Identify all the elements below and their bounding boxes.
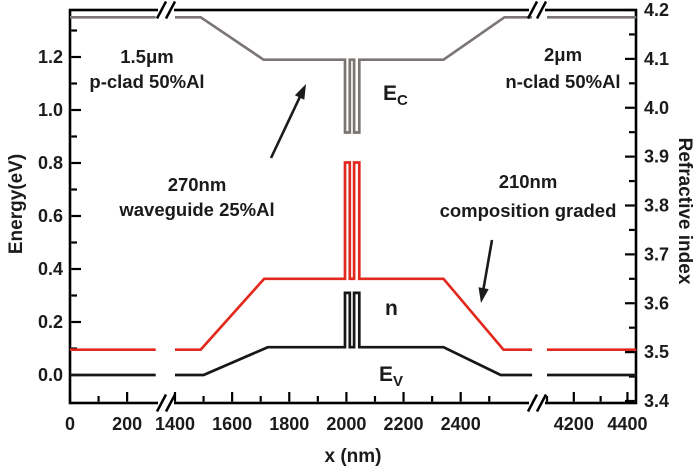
waveguide-arrow [269,84,306,159]
annotation-n-clad-line1: 2μm [544,44,582,65]
x-tick-label: 1400 [155,414,195,434]
graded-arrow-head-icon [478,287,489,303]
right-tick-label: 3.8 [644,196,669,216]
series-ev-line [175,291,533,377]
annotation-waveguide-line1: 270nm [168,174,227,195]
right-tick-label: 3.4 [644,391,669,411]
axis-break-slash-icon [535,393,548,413]
axis-break-slash-icon [164,393,177,413]
graded-arrow-shaft [481,239,494,292]
waveguide-arrow-shaft [269,94,303,159]
left-tick-label: 1.0 [38,100,63,120]
annotation-graded-line1: 210nm [499,171,558,192]
right-tick-label: 3.9 [644,147,669,167]
left-axis-title: Energy(eV) [6,153,27,255]
x-tick-label: 0 [65,414,75,434]
x-tick-label: 200 [112,414,142,434]
ec-label: EC [383,82,408,109]
right-tick-label: 3.7 [644,244,669,264]
axis-break-slash-icon [526,0,539,20]
annotation-waveguide: 270nm waveguide 25%Al [118,174,274,220]
left-tick-label: 0.6 [38,206,63,226]
axis-break-gap [158,398,174,408]
right-axis-title: Refractive index [674,137,695,285]
annotation-n-clad-line2: n-clad 50%Al [505,71,620,92]
x-tick-label: 1600 [212,414,252,434]
annotation-waveguide-line2: waveguide 25%Al [118,199,274,220]
axis-break-gap [529,5,545,15]
plot-frame [68,8,638,405]
series-n [70,161,637,352]
waveguide-arrow-head-icon [294,84,306,100]
right-tick-label: 3.5 [644,342,669,362]
annotation-graded: 210nm composition graded [440,171,617,221]
axis-break-gap [529,398,545,408]
x-tick-label: 2400 [441,414,481,434]
series-n-line [175,161,533,352]
annotation-p-clad-line1: 1.5μm [120,46,174,67]
axis-break-slash-icon [535,0,548,20]
series-ec-line [175,15,533,134]
right-tick-label: 4.1 [644,49,669,69]
ev-label: EV [379,363,403,390]
axis-break [526,393,548,413]
x-tick-label: 4400 [607,414,647,434]
n-label: n [385,297,398,320]
left-tick-label: 0.8 [38,153,63,173]
x-tick-label: 4200 [554,414,594,434]
left-tick-label: 1.2 [38,47,63,67]
axis-break [155,0,177,20]
x-tick-label: 2200 [384,414,424,434]
x-tick-label: 1800 [269,414,309,434]
axis-break-slash-icon [164,0,177,20]
left-tick-label: 0.2 [38,312,63,332]
right-tick-label: 4.2 [644,0,669,20]
series-ev [70,291,637,377]
x-tick-label: 2000 [326,414,366,434]
x-axis-title: x (nm) [324,446,382,467]
annotation-graded-line2: composition graded [440,200,617,221]
axis-break [526,0,548,20]
axis-break-gap [158,5,174,15]
axis-break-slash-icon [155,393,168,413]
left-tick-label: 0.4 [38,259,63,279]
annotation-p-clad-line2: p-clad 50%Al [89,71,204,92]
annotation-n-clad: 2μm n-clad 50%Al [505,44,620,92]
left-tick-label: 0.0 [38,365,63,385]
right-tick-label: 3.6 [644,293,669,313]
graded-arrow [478,239,494,303]
right-tick-label: 4.0 [644,98,669,118]
axis-break-slash-icon [526,393,539,413]
axis-break [155,393,177,413]
annotation-p-clad: 1.5μm p-clad 50%Al [89,46,204,92]
axes-group [68,8,635,403]
series-ec [70,15,637,134]
axis-break-slash-icon [155,0,168,20]
